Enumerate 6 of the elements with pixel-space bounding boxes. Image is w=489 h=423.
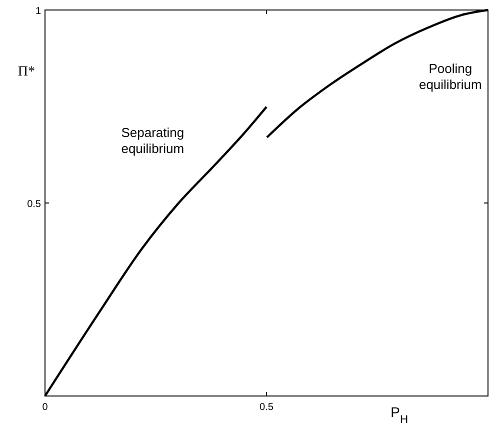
text: Separating equilibrium <box>121 125 184 156</box>
text: Pooling equilibrium <box>418 61 482 92</box>
x-tick-label: 0 <box>42 402 48 413</box>
x-axis-title: P$_{H}$ <box>390 404 408 423</box>
y-axis-title: Π* <box>18 64 35 80</box>
y-tick-label: 1 <box>35 6 42 17</box>
